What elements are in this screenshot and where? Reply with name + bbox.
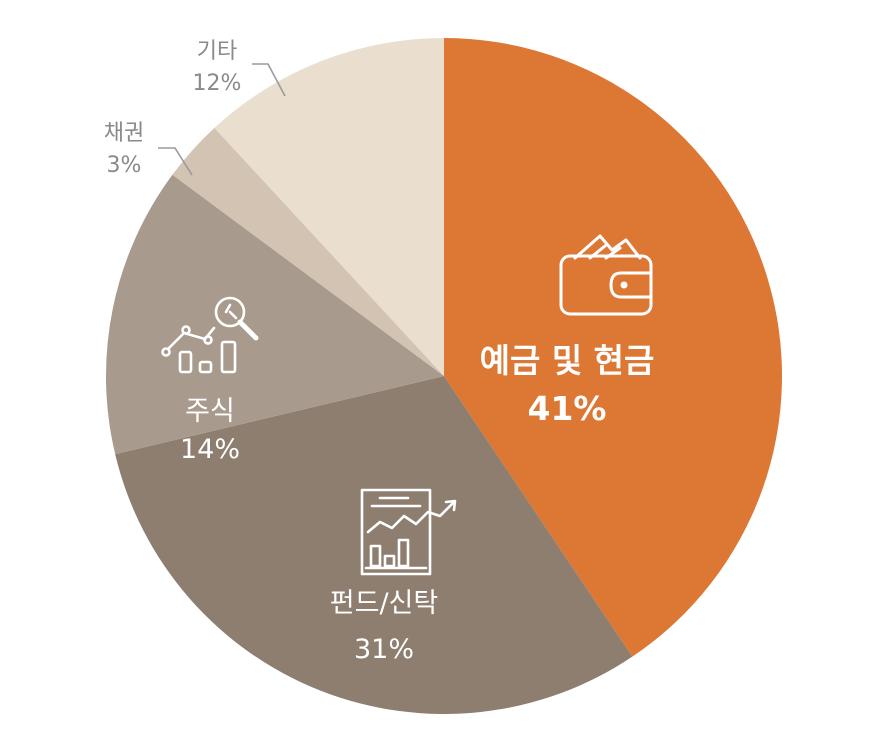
slice-value-label-3: 3% — [107, 153, 142, 178]
leader-line-bonds — [158, 147, 193, 176]
slice-label-3: 채권 — [104, 121, 144, 146]
slice-value-label-4: 12% — [193, 71, 242, 96]
slice-value-label-0: 41% — [528, 389, 607, 428]
wallet-icon — [559, 234, 653, 316]
slice-value-label-2: 14% — [180, 434, 240, 465]
stock-analysis-icon — [161, 296, 259, 374]
leader-lines — [158, 63, 286, 176]
pie-slice-2 — [106, 174, 444, 455]
slice-label-1: 펀드/신탁 — [330, 588, 438, 619]
leader-line-other — [252, 63, 286, 97]
slice-value-label-1: 31% — [354, 634, 414, 665]
slice-label-2: 주식 — [185, 396, 235, 427]
slice-label-0: 예금 및 현금 — [480, 341, 655, 380]
slice-label-4: 기타 — [197, 39, 237, 64]
report-chart-icon — [360, 488, 457, 576]
pie-slice-3 — [172, 127, 444, 376]
pie-slice-0 — [444, 38, 783, 657]
pie-slice-4 — [214, 38, 444, 376]
